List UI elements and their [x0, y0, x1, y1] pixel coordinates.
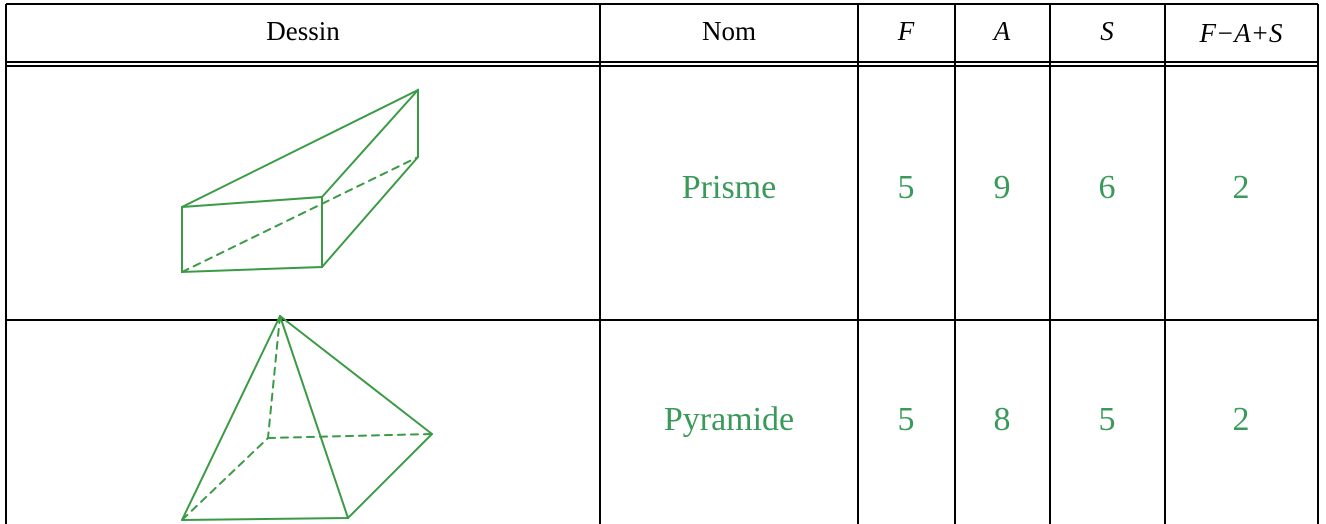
table-rules [5, 3, 1319, 524]
pyramid-base [181, 433, 433, 521]
header-cell: A [992, 16, 1011, 46]
table-cell: Prisme [682, 169, 776, 206]
table-cell: Pyramide [664, 401, 794, 438]
prism-face [181, 195, 323, 274]
table-cell: 5 [898, 401, 915, 438]
pyramid-edge [181, 315, 281, 521]
header-cell: S [1100, 16, 1114, 46]
header-cell: Dessin [266, 16, 340, 46]
table-cell: 9 [994, 169, 1011, 206]
prism-edge [321, 89, 419, 198]
header-cell: F [897, 16, 915, 46]
prism-edges [181, 88, 419, 268]
pyramid-edge [279, 315, 349, 519]
table-cell: 2 [1233, 401, 1250, 438]
prism-drawing [181, 88, 419, 274]
table-cell: 8 [994, 401, 1011, 438]
table-cell: 2 [1233, 169, 1250, 206]
header-cell: Nom [702, 16, 756, 46]
table-cell: 6 [1099, 169, 1116, 206]
prism-hidden-edge [181, 156, 419, 273]
table-cell: 5 [1099, 401, 1116, 438]
pyramid-drawing [181, 315, 433, 521]
pyramid-edge [279, 315, 433, 435]
header-cell: F−A+S [1199, 18, 1283, 48]
table-cell: 5 [898, 169, 915, 206]
pyramid-hidden-edge [267, 433, 433, 439]
